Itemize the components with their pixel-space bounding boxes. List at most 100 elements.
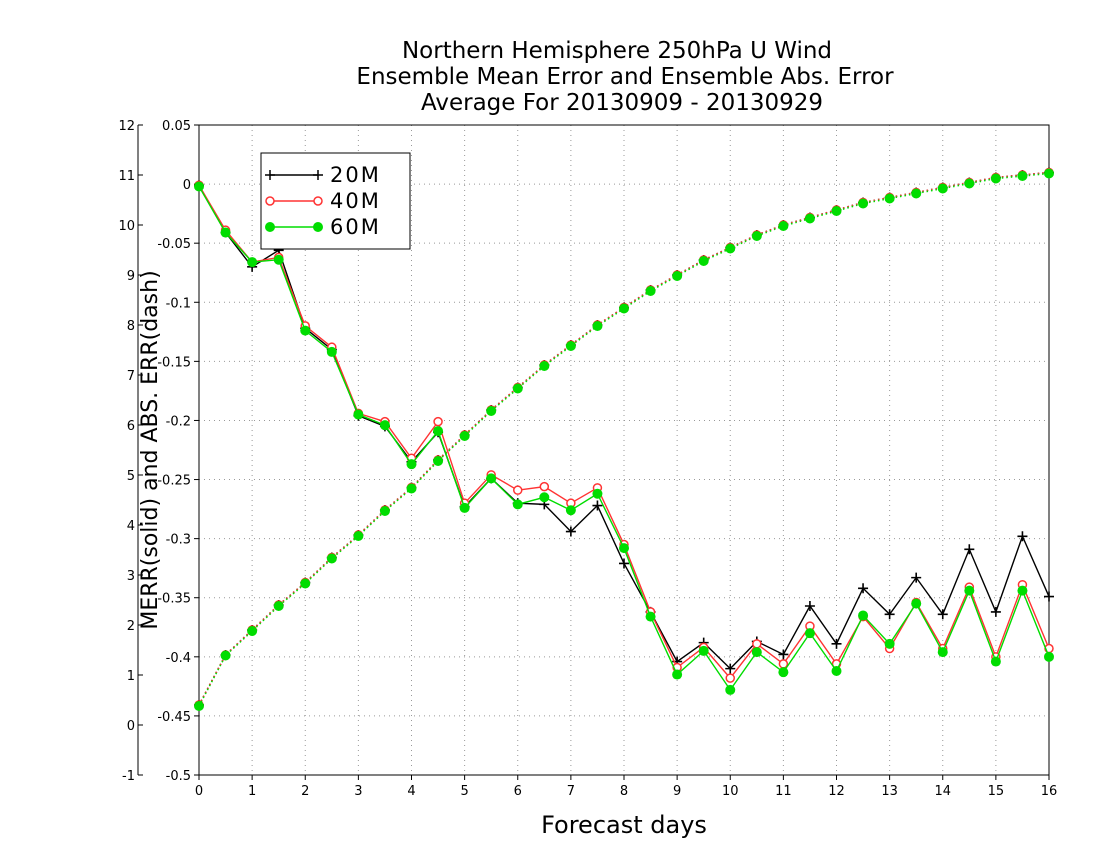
dot-marker <box>592 488 603 499</box>
abs-error-tick-label: 6 <box>127 419 135 434</box>
dot-marker <box>698 645 709 656</box>
dot-marker <box>539 361 550 371</box>
plus-marker <box>565 526 576 537</box>
dot-marker <box>937 647 948 658</box>
x-tick-label: 13 <box>881 784 898 799</box>
dot-marker <box>512 499 523 510</box>
dot-marker <box>911 188 922 199</box>
dot-marker <box>619 543 629 554</box>
plus-marker <box>725 663 736 674</box>
plus-marker <box>1044 591 1054 602</box>
mean-error-line-40m <box>198 184 1050 680</box>
dot-marker <box>964 585 975 596</box>
y-axis-label: MERR(solid) and ABS. ERR(dash) <box>138 270 163 629</box>
abs-error-tick-label: 9 <box>127 269 135 284</box>
dot-marker <box>619 303 629 314</box>
series-layer <box>194 167 1054 711</box>
abs-error-tick-label: 4 <box>127 519 135 534</box>
circle-marker <box>513 485 523 495</box>
legend-label-20m: 20M <box>330 163 381 187</box>
legend-label-40m: 40M <box>330 189 381 213</box>
dot-marker <box>990 173 1001 184</box>
series-60m <box>194 168 1054 711</box>
dot-marker <box>433 426 444 437</box>
legend-item-40m: 40M <box>265 189 381 213</box>
dot-marker <box>220 227 231 238</box>
x-tick-label: 0 <box>195 784 203 799</box>
dot-marker <box>300 325 311 336</box>
dot-marker <box>353 531 364 541</box>
x-tick-label: 11 <box>775 784 792 799</box>
dot-marker <box>247 257 258 268</box>
plus-marker <box>937 609 948 620</box>
dot-marker <box>804 628 815 639</box>
plus-marker <box>911 572 922 583</box>
dot-marker <box>220 650 231 661</box>
dot-marker <box>273 601 284 611</box>
dot-marker <box>990 656 1001 667</box>
chart-title: Northern Hemisphere 250hPa U Wind Ensemb… <box>356 38 894 116</box>
plus-marker <box>804 601 815 611</box>
abs-error-tick-label: 5 <box>127 469 135 484</box>
mean-error-line-20m <box>198 184 1050 670</box>
x-axis-label: Forecast days <box>541 811 707 839</box>
mean-error-tick-label: -0.45 <box>157 710 191 725</box>
abs-error-line-60m <box>198 172 1050 707</box>
dot-marker <box>539 492 550 503</box>
dot-marker <box>1017 585 1028 596</box>
abs-error-tick-label: 12 <box>118 119 135 134</box>
mean-error-tick-label: -0.35 <box>157 592 191 607</box>
legend-item-60m: 60M <box>265 215 379 239</box>
dot-marker <box>486 406 497 416</box>
plus-marker <box>619 558 629 569</box>
dot-marker <box>486 473 497 484</box>
dot-marker <box>645 286 656 296</box>
dot-marker <box>858 610 869 621</box>
dot-marker <box>831 206 842 216</box>
abs-error-tick-label: 2 <box>127 619 135 634</box>
legend-circle-marker <box>265 196 275 206</box>
mean-error-tick-label: -0.5 <box>166 769 191 784</box>
dot-marker <box>194 181 204 192</box>
dot-marker <box>672 271 683 281</box>
legend-dot-marker <box>313 222 323 232</box>
abs-error-tick-label: 0 <box>127 719 135 734</box>
mean-error-tick-label: -0.4 <box>166 651 191 666</box>
title-line-3: Average For 20130909 - 20130929 <box>421 90 823 116</box>
plus-marker <box>778 649 789 660</box>
x-tick-label: 15 <box>988 784 1005 799</box>
circle-marker <box>725 673 735 683</box>
x-tick-label: 16 <box>1041 784 1058 799</box>
plus-marker <box>858 583 869 594</box>
abs-error-tick-label: 3 <box>127 569 135 584</box>
mean-error-tick-label: -0.1 <box>166 296 191 311</box>
dot-marker <box>565 505 576 516</box>
dot-marker <box>459 431 470 441</box>
dot-marker <box>592 321 603 331</box>
dot-marker <box>273 254 284 265</box>
circle-marker <box>539 481 550 492</box>
mean-error-tick-label: -0.25 <box>157 474 191 489</box>
plus-marker <box>990 606 1001 617</box>
dot-marker <box>1017 171 1028 181</box>
dot-marker <box>672 669 683 680</box>
x-tick-label: 5 <box>460 784 468 799</box>
mean-error-tick-label: -0.2 <box>166 414 191 429</box>
x-tick-label: 3 <box>354 784 362 799</box>
dot-marker <box>326 346 337 357</box>
dot-marker <box>937 183 948 194</box>
x-tick-label: 6 <box>514 784 522 799</box>
plus-marker <box>884 609 895 620</box>
dot-marker <box>831 666 842 676</box>
dot-marker <box>512 383 523 394</box>
mean-error-tick-label: -0.05 <box>157 237 191 252</box>
title-line-1: Northern Hemisphere 250hPa U Wind <box>402 38 832 64</box>
mean-error-tick-label: 0.05 <box>162 119 191 134</box>
dot-marker <box>379 506 390 516</box>
dot-marker <box>379 420 390 431</box>
x-tick-label: 10 <box>722 784 739 799</box>
title-line-2: Ensemble Mean Error and Ensemble Abs. Er… <box>356 64 894 90</box>
dot-marker <box>406 483 417 494</box>
dot-marker <box>778 221 789 231</box>
